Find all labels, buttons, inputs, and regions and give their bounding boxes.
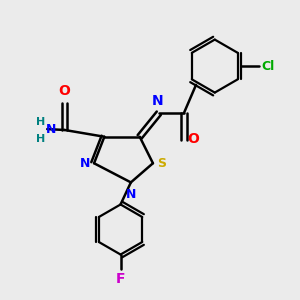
Text: S: S bbox=[157, 157, 166, 170]
Text: O: O bbox=[188, 132, 199, 146]
Text: Cl: Cl bbox=[261, 60, 274, 73]
Text: N: N bbox=[152, 94, 163, 108]
Text: F: F bbox=[116, 272, 125, 286]
Text: N: N bbox=[126, 188, 136, 201]
Text: N: N bbox=[80, 157, 90, 170]
Text: H: H bbox=[36, 117, 45, 127]
Text: H: H bbox=[36, 134, 45, 143]
Text: N: N bbox=[46, 123, 56, 136]
Text: O: O bbox=[59, 84, 70, 98]
